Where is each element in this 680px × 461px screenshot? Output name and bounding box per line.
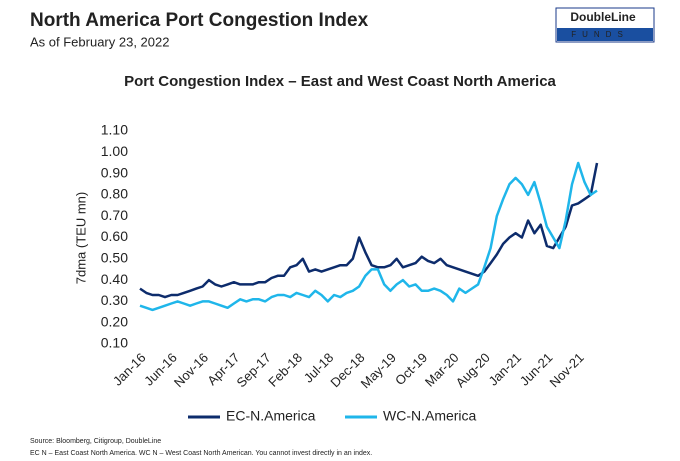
y-tick-label: 0.80 <box>101 186 128 202</box>
x-tick-label: Jan-21 <box>485 350 524 389</box>
logo-funds: FUNDS <box>571 30 629 39</box>
x-tick-label: May-19 <box>358 350 399 391</box>
line-series <box>139 162 599 299</box>
x-tick-label: Feb-18 <box>265 350 305 390</box>
x-tick-label: Nov-21 <box>547 350 587 390</box>
y-tick-label: 0.10 <box>101 335 128 351</box>
line-series <box>139 161 598 312</box>
y-tick-label: 0.30 <box>101 292 128 308</box>
logo-text: DoubleLine <box>570 10 636 24</box>
y-tick-label: 0.40 <box>101 271 128 287</box>
y-tick-label: 1.10 <box>101 122 128 138</box>
x-tick-label: Aug-20 <box>453 350 493 390</box>
page-subtitle: As of February 23, 2022 <box>30 34 169 49</box>
chart-title: Port Congestion Index – East and West Co… <box>124 73 556 90</box>
y-tick-label: 0.70 <box>101 207 128 223</box>
x-tick-label: Jan-16 <box>110 350 149 389</box>
y-tick-label: 0.60 <box>101 228 128 244</box>
x-tick-label: Sep-17 <box>234 350 274 390</box>
y-tick-label: 0.90 <box>101 164 128 180</box>
footnote-note: EC N – East Coast North America. WC N – … <box>30 450 372 457</box>
x-tick-label: Nov-16 <box>171 350 211 390</box>
page-title: North America Port Congestion Index <box>30 10 369 31</box>
y-axis-label: 7dma (TEU mn) <box>73 192 88 284</box>
y-tick-label: 1.00 <box>101 143 128 159</box>
y-tick-label: 0.50 <box>101 250 128 266</box>
y-tick-label: 0.20 <box>101 313 128 329</box>
legend-label: WC-N.America <box>383 408 477 424</box>
footnote-source: Source: Bloomberg, Citigroup, DoubleLine <box>30 438 161 445</box>
logo: DoubleLine FUNDS <box>555 7 655 43</box>
legend-label: EC-N.America <box>226 408 316 424</box>
logo-band <box>557 28 653 41</box>
